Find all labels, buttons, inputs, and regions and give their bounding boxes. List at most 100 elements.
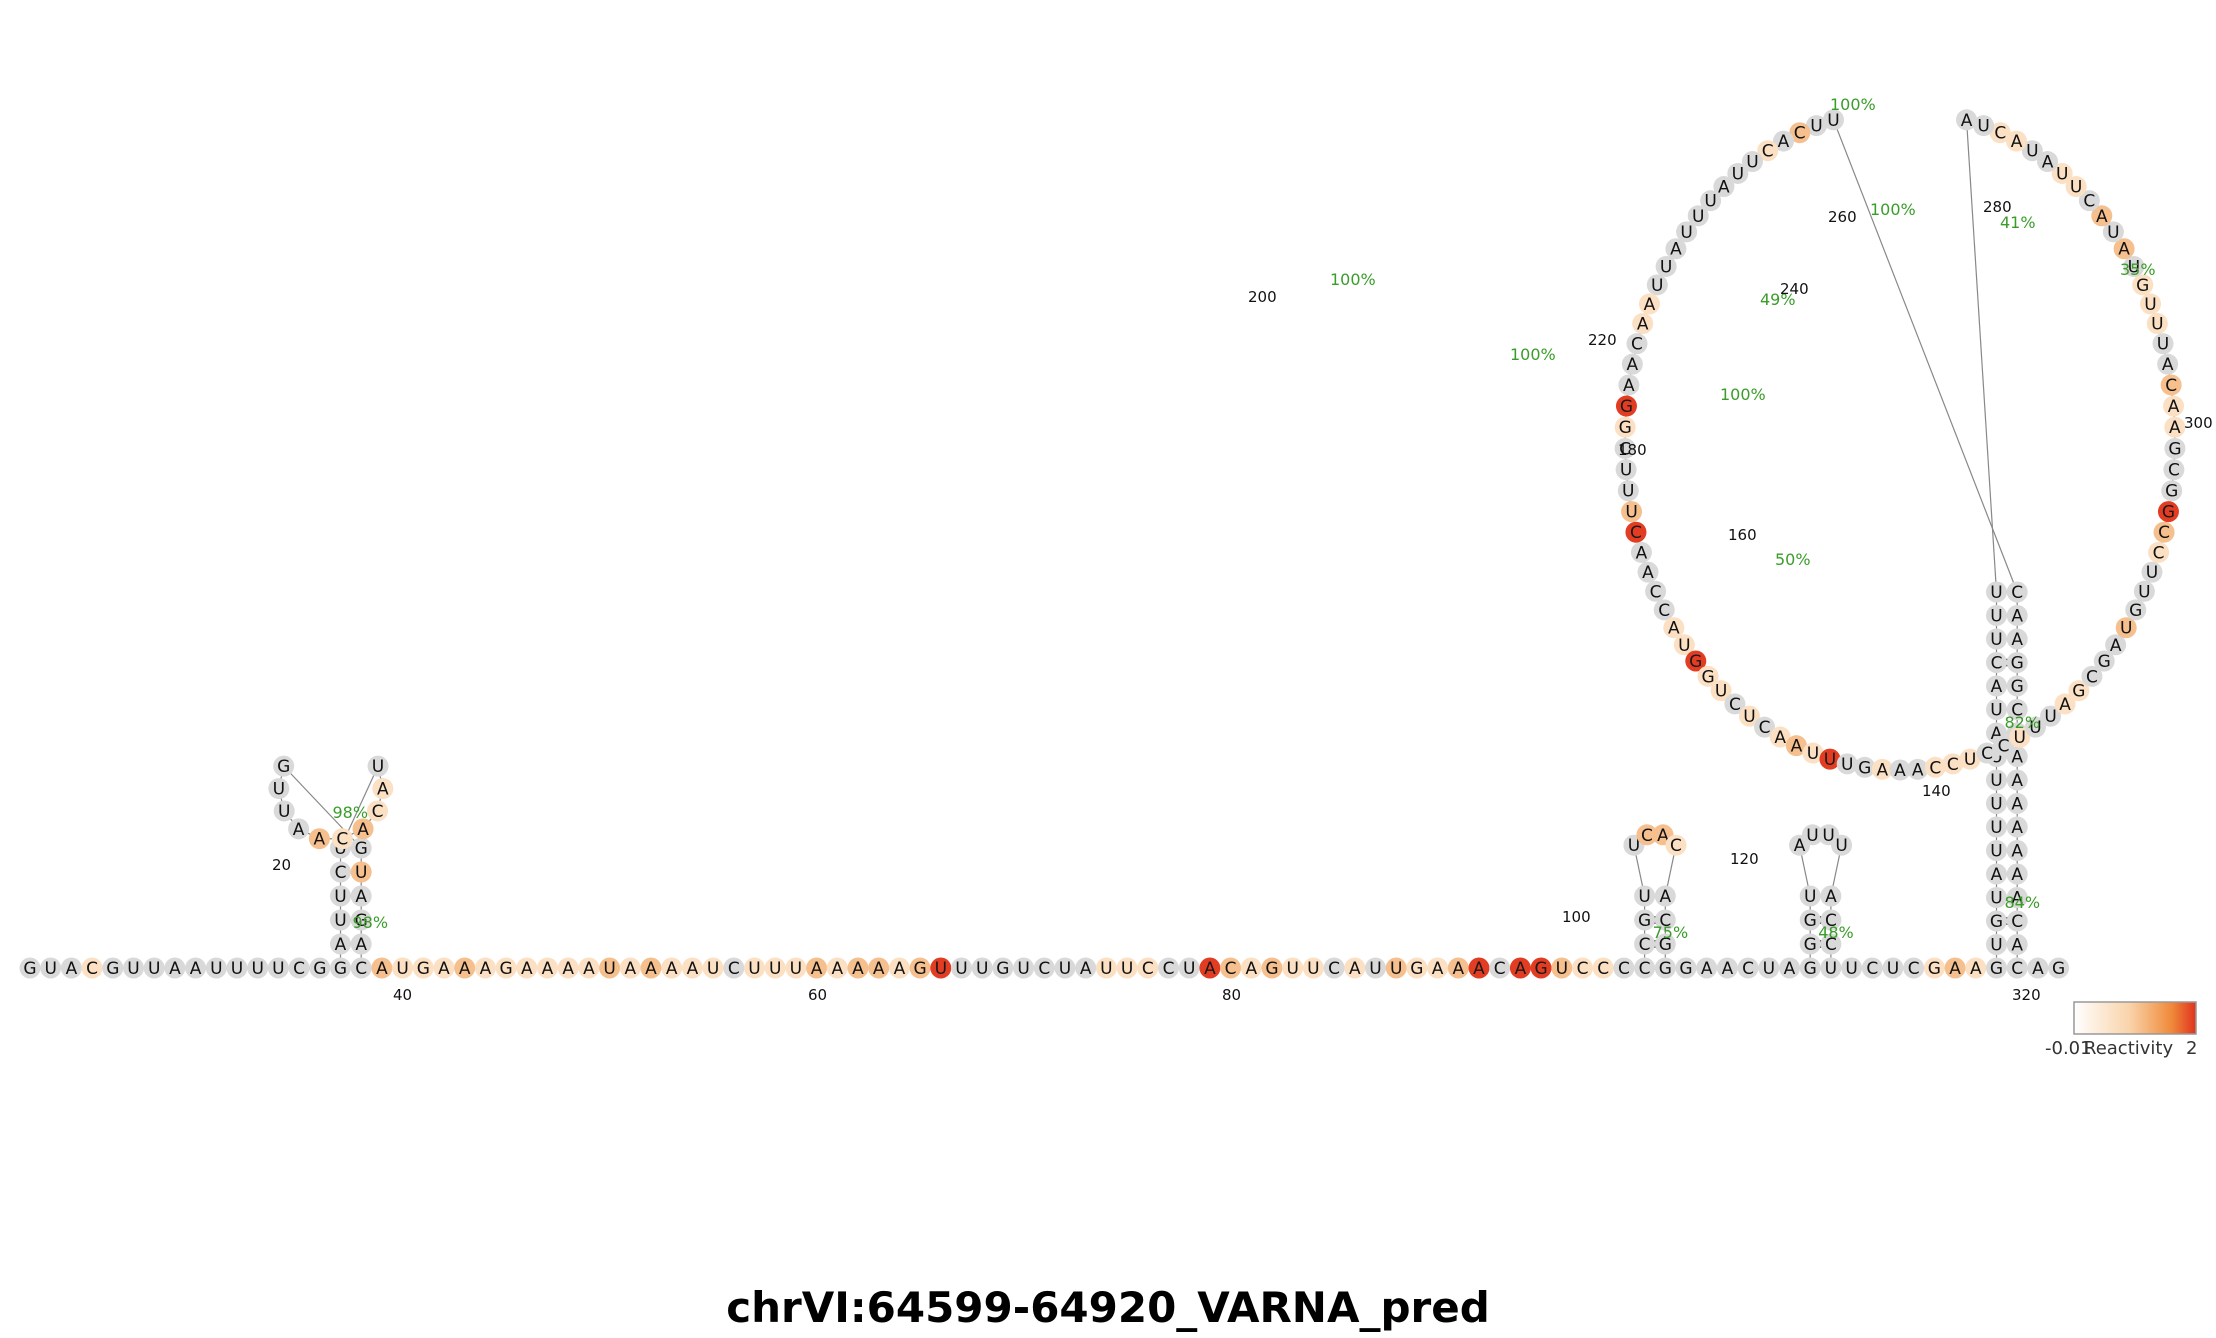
nucleotide: U (764, 957, 786, 979)
svg-text:U: U (1620, 461, 1632, 481)
nucleotide: U (205, 957, 227, 979)
nucleotide: A (2006, 769, 2028, 791)
nucleotide: U (1738, 705, 1760, 727)
svg-text:U: U (1369, 959, 1381, 979)
svg-text:A: A (459, 959, 471, 979)
svg-text:A: A (169, 959, 181, 979)
svg-text:A: A (355, 935, 367, 955)
nucleotide: A (2006, 840, 2028, 862)
svg-text:U: U (748, 959, 760, 979)
svg-text:C: C (1908, 959, 1920, 979)
nucleotide: C (1636, 824, 1658, 846)
percent-label: 100% (1330, 270, 1376, 289)
nucleotide: U (1836, 753, 1858, 775)
svg-text:C: C (1670, 836, 1682, 856)
svg-text:A: A (2011, 132, 2023, 152)
nucleotide: C (1942, 753, 1964, 775)
nucleotide: A (2105, 634, 2127, 656)
nucleotide: U (2123, 255, 2145, 277)
svg-text:U: U (976, 959, 988, 979)
nucleotide: U (1634, 885, 1656, 907)
nucleotide: C (1592, 957, 1614, 979)
nucleotide: G (350, 909, 372, 931)
svg-text:A: A (1627, 355, 1639, 375)
nucleotide: A (1621, 353, 1643, 375)
svg-text:C: C (1762, 142, 1774, 162)
svg-text:U: U (127, 959, 139, 979)
nucleotide: U (143, 957, 165, 979)
svg-text:C: C (1328, 959, 1340, 979)
svg-text:U: U (2070, 178, 2082, 198)
svg-text:A: A (2011, 795, 2023, 815)
svg-text:A: A (2169, 418, 2181, 438)
svg-text:U: U (1806, 826, 1818, 846)
nucleotide: G (2068, 680, 2090, 702)
svg-text:A: A (1876, 760, 1888, 780)
nucleotide: U (2102, 221, 2124, 243)
index-label: 280 (1983, 198, 2012, 216)
svg-text:C: C (336, 830, 348, 850)
nucleotide: U (1676, 221, 1698, 243)
svg-text:U: U (1827, 111, 1839, 131)
svg-text:C: C (2158, 523, 2170, 543)
nucleotide: U (1986, 769, 2007, 791)
nucleotide: C (330, 861, 351, 883)
svg-text:A: A (645, 959, 657, 979)
nucleotide: U (1986, 628, 2007, 650)
svg-text:C: C (1994, 124, 2006, 144)
base-pair-layer (349, 591, 2009, 948)
svg-text:U: U (1678, 636, 1690, 656)
svg-text:C: C (1825, 911, 1837, 931)
svg-text:U: U (955, 959, 967, 979)
nucleotide: U (1282, 957, 1304, 979)
nucleotide: A (1637, 561, 1659, 583)
svg-text:A: A (1778, 132, 1790, 152)
nucleotide: U (1986, 581, 2007, 603)
nucleotide: A (1638, 293, 1660, 315)
svg-text:U: U (2157, 335, 2169, 355)
nucleotide: U (2009, 726, 2031, 748)
svg-text:U: U (44, 959, 56, 979)
svg-text:U: U (278, 802, 290, 822)
nucleotide: A (350, 933, 372, 955)
nucleotide: U (2065, 176, 2087, 198)
svg-text:G: G (1689, 652, 1702, 672)
nucleotide: A (1820, 885, 1842, 907)
svg-text:U: U (1307, 959, 1319, 979)
svg-text:U: U (1887, 959, 1899, 979)
svg-text:A: A (1961, 111, 1973, 131)
nucleotide: G (1986, 910, 2007, 932)
nucleotide: C (1976, 742, 1998, 764)
svg-text:U: U (790, 959, 802, 979)
svg-text:C: C (1630, 523, 1642, 543)
nucleotide: C (1220, 957, 1242, 979)
nucleotide: A (1944, 957, 1966, 979)
svg-text:A: A (1349, 959, 1361, 979)
nucleotide: U (267, 957, 289, 979)
svg-text:C: C (372, 802, 384, 822)
svg-text:A: A (1949, 959, 1961, 979)
svg-text:A: A (2011, 607, 2023, 627)
nucleotide: C (1665, 834, 1687, 856)
nucleotide: C (2006, 910, 2028, 932)
svg-text:C: C (1981, 744, 1993, 764)
nucleotide: A (433, 957, 455, 979)
svg-text:U: U (1625, 503, 1637, 523)
svg-text:U: U (1286, 959, 1298, 979)
svg-text:A: A (687, 959, 699, 979)
svg-text:U: U (251, 959, 263, 979)
nucleotide: U (1820, 957, 1842, 979)
svg-text:A: A (1784, 959, 1796, 979)
svg-text:G: G (1265, 959, 1278, 979)
nucleotide: U (1805, 115, 1827, 137)
svg-text:A: A (2011, 748, 2023, 768)
svg-text:A: A (1670, 240, 1682, 260)
nucleotide: G (309, 957, 331, 979)
index-label: 180 (1618, 441, 1647, 459)
svg-text:A: A (1825, 887, 1837, 907)
nucleotide: A (1696, 957, 1718, 979)
svg-text:G: G (355, 911, 368, 931)
svg-text:G: G (1928, 959, 1941, 979)
nucleotide: G (1685, 650, 1707, 672)
